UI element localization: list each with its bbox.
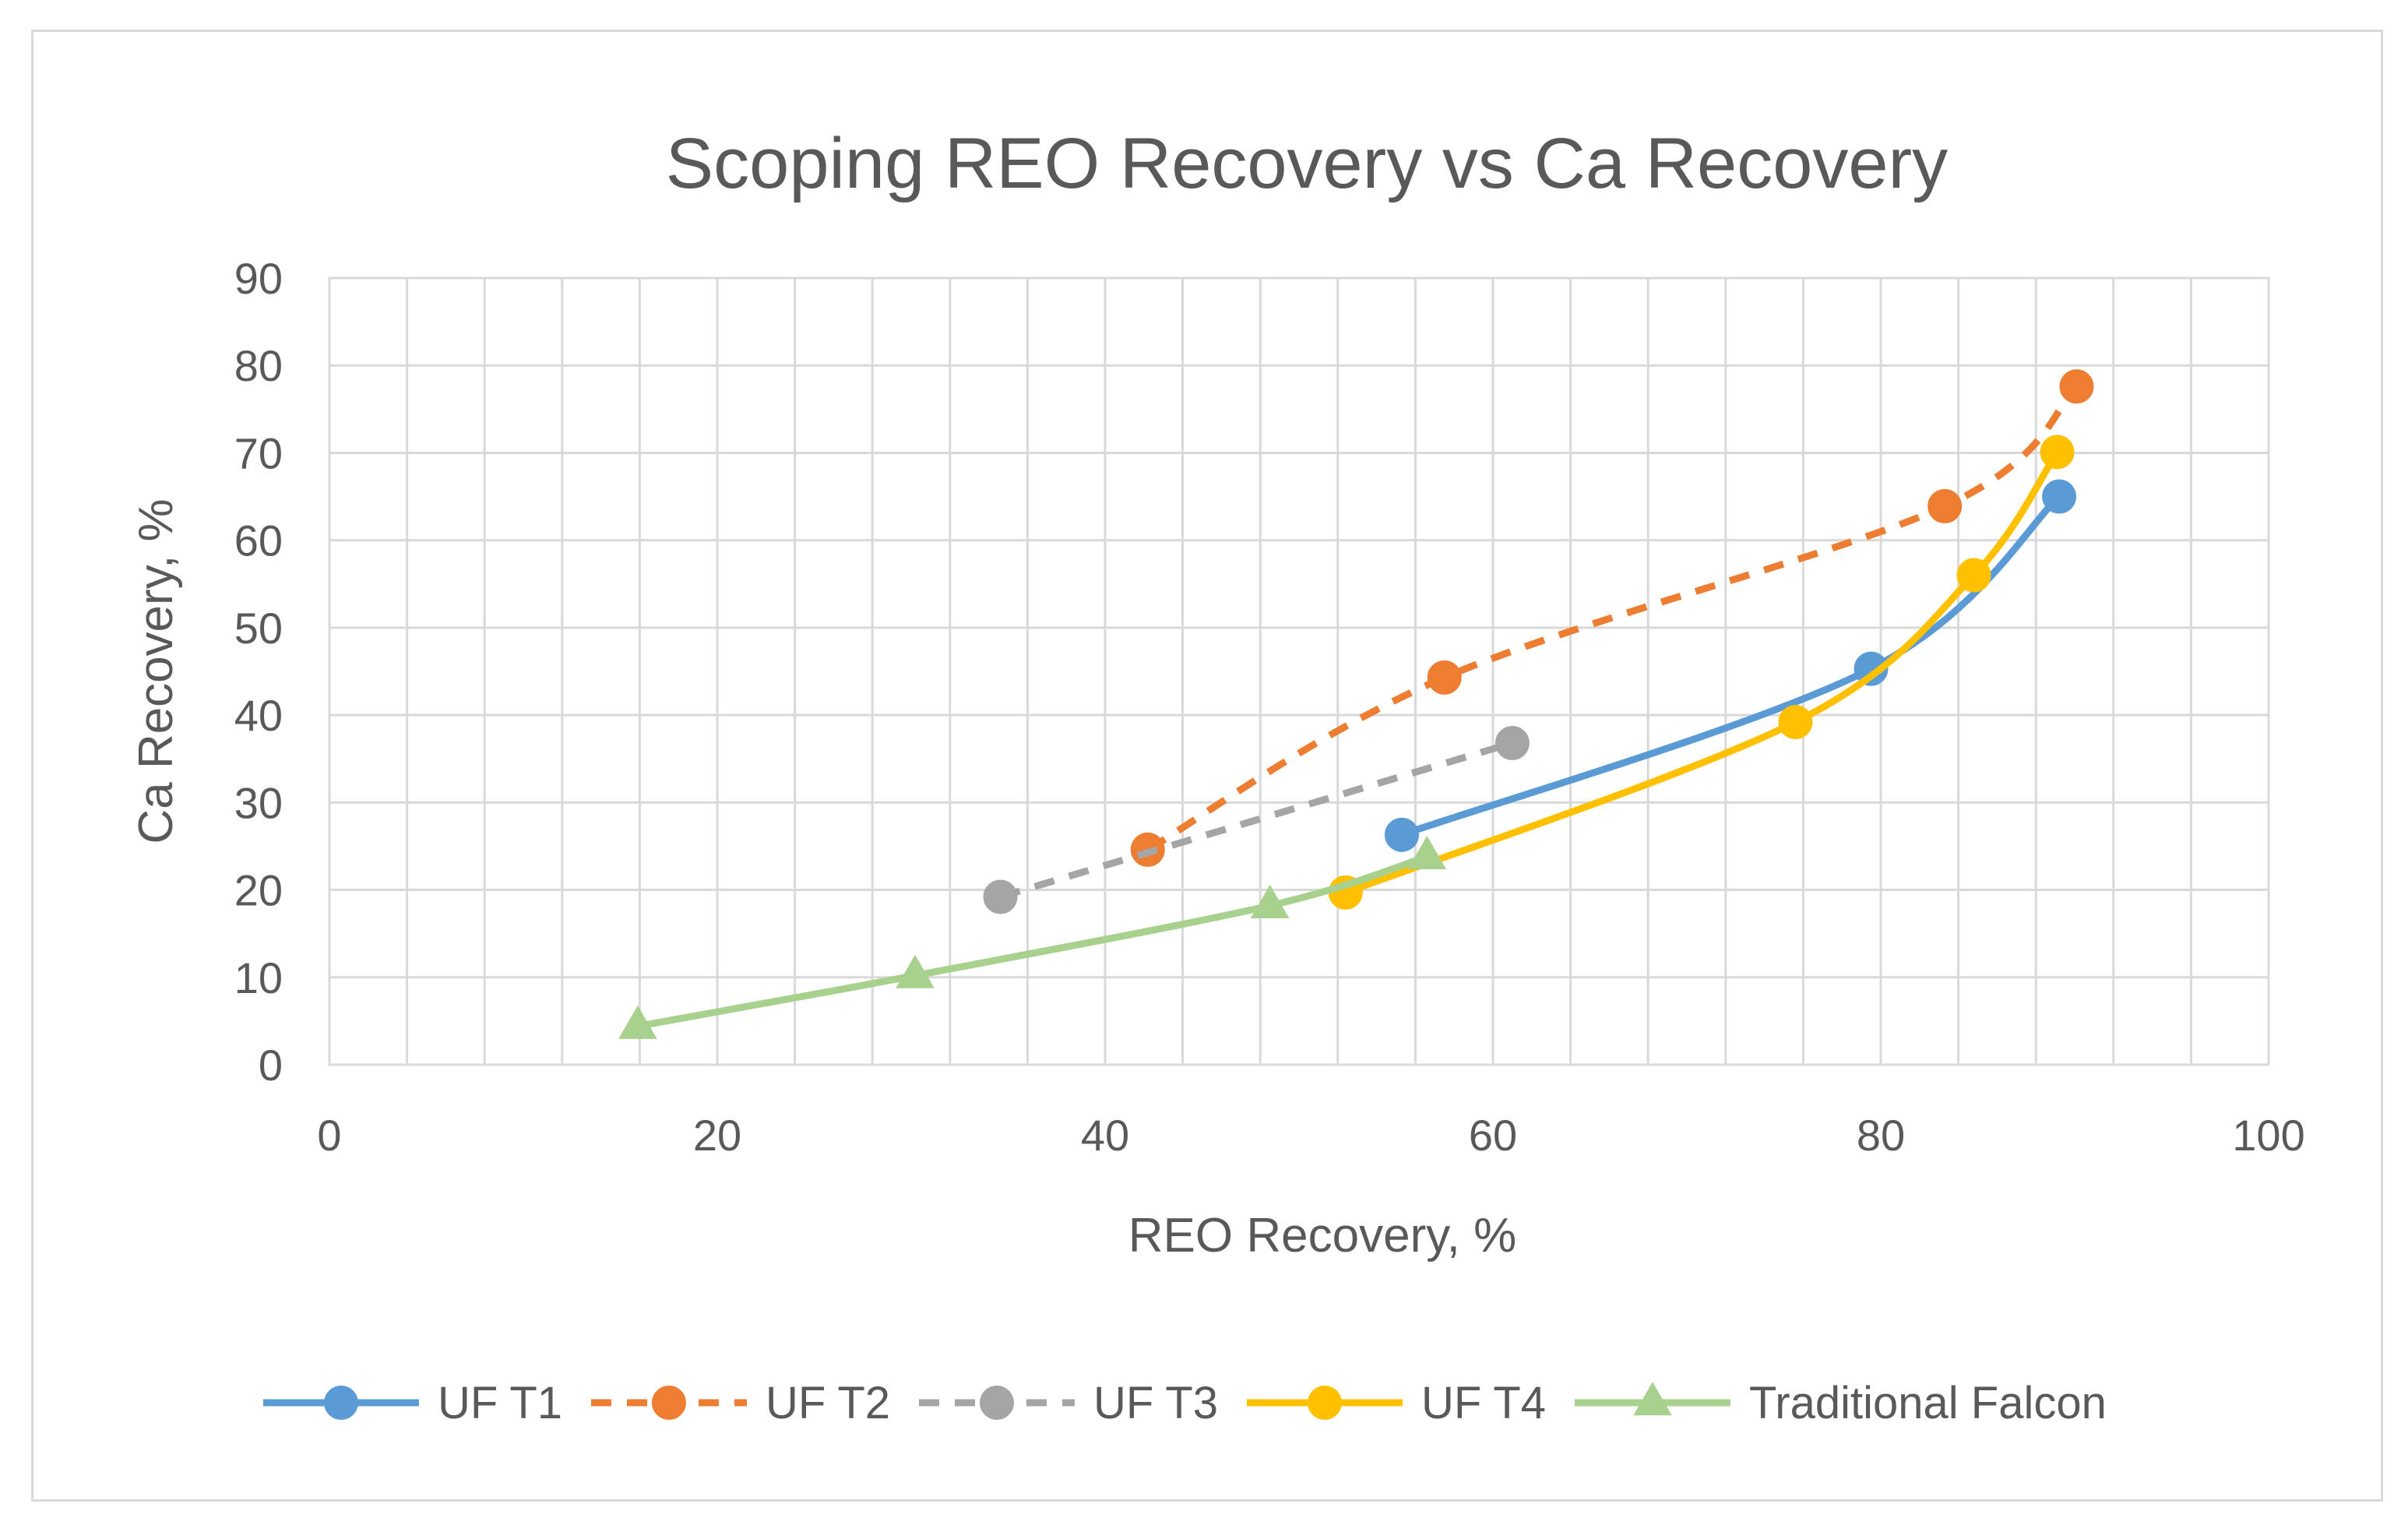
chart-title: Scoping REO Recovery vs Ca Recovery bbox=[666, 124, 1948, 203]
chart-svg: Scoping REO Recovery vs Ca Recovery 0 20 4… bbox=[129, 124, 2305, 1428]
series-layer bbox=[618, 369, 2094, 1039]
data-point bbox=[1927, 488, 1963, 523]
data-point bbox=[1384, 817, 1419, 852]
y-tick-label: 90 bbox=[234, 254, 283, 303]
legend-marker bbox=[652, 1386, 686, 1420]
legend-marker bbox=[1308, 1386, 1342, 1420]
legend-marker bbox=[324, 1386, 358, 1420]
x-axis-title: REO Recovery, % bbox=[1128, 1209, 1516, 1263]
y-tick-label: 50 bbox=[234, 604, 283, 653]
y-tick-label: 20 bbox=[234, 866, 283, 915]
grid-layer bbox=[328, 276, 2270, 1066]
x-tick-label: 0 bbox=[317, 1111, 341, 1160]
chart-frame: Scoping REO Recovery vs Ca Recovery 0 20 4… bbox=[31, 30, 2383, 1502]
legend-item: UF T2 bbox=[591, 1378, 890, 1428]
y-tick-label: 70 bbox=[234, 428, 283, 477]
data-point bbox=[1956, 558, 1991, 593]
y-tick-label: 80 bbox=[234, 341, 283, 390]
y-tick-label: 30 bbox=[234, 778, 283, 827]
series-line bbox=[999, 739, 1514, 900]
data-point bbox=[2059, 369, 2094, 404]
data-point bbox=[1494, 726, 1530, 761]
x-tick-label: 100 bbox=[2232, 1111, 2304, 1160]
legend-label: UF T2 bbox=[766, 1378, 890, 1428]
series-line bbox=[1398, 493, 2063, 839]
series-uf-t1 bbox=[1384, 479, 2077, 852]
legend-label: Traditional Falcon bbox=[1749, 1378, 2107, 1428]
series-traditional-falcon bbox=[618, 836, 1447, 1039]
x-tick-label: 80 bbox=[1857, 1111, 1905, 1160]
series-line bbox=[1146, 383, 2079, 853]
legend-item: UF T4 bbox=[1247, 1378, 1546, 1428]
y-tick-label: 40 bbox=[234, 691, 283, 740]
data-point bbox=[1407, 836, 1447, 870]
series-line bbox=[1342, 448, 2061, 896]
data-point bbox=[618, 1005, 657, 1039]
legend: UF T1 UF T2 UF T3 UF T4 Traditional Falcon bbox=[263, 1378, 2107, 1428]
legend-marker bbox=[980, 1386, 1014, 1420]
legend-marker bbox=[1633, 1382, 1672, 1416]
data-point bbox=[1427, 660, 1462, 695]
x-tick-label: 20 bbox=[693, 1111, 741, 1160]
legend-item: Traditional Falcon bbox=[1575, 1378, 2107, 1428]
axis-layer: 0 20 40 60 80 100 0 10 20 30 40 50 60 70 80 90 bbox=[234, 254, 2305, 1160]
legend-item: UF T1 bbox=[263, 1378, 562, 1428]
legend-label: UF T3 bbox=[1093, 1378, 1218, 1428]
data-point bbox=[896, 954, 935, 988]
legend-label: UF T1 bbox=[438, 1378, 562, 1428]
x-tick-label: 60 bbox=[1469, 1111, 1517, 1160]
y-tick-label: 10 bbox=[234, 953, 283, 1002]
legend-item: UF T3 bbox=[919, 1378, 1218, 1428]
data-point bbox=[2042, 479, 2077, 514]
data-point bbox=[1778, 705, 1813, 740]
y-tick-label: 60 bbox=[234, 516, 283, 565]
data-point bbox=[2040, 435, 2075, 470]
x-tick-label: 40 bbox=[1081, 1111, 1129, 1160]
plot-border bbox=[328, 276, 2270, 1066]
legend-label: UF T4 bbox=[1421, 1378, 1546, 1428]
data-point bbox=[1854, 651, 1889, 686]
series-line bbox=[634, 853, 1431, 1030]
data-point bbox=[1250, 884, 1290, 918]
y-tick-label: 0 bbox=[259, 1041, 283, 1090]
y-axis-title: Ca Recovery, % bbox=[129, 498, 183, 844]
data-point bbox=[983, 879, 1018, 914]
series-uf-t3 bbox=[983, 726, 1530, 914]
